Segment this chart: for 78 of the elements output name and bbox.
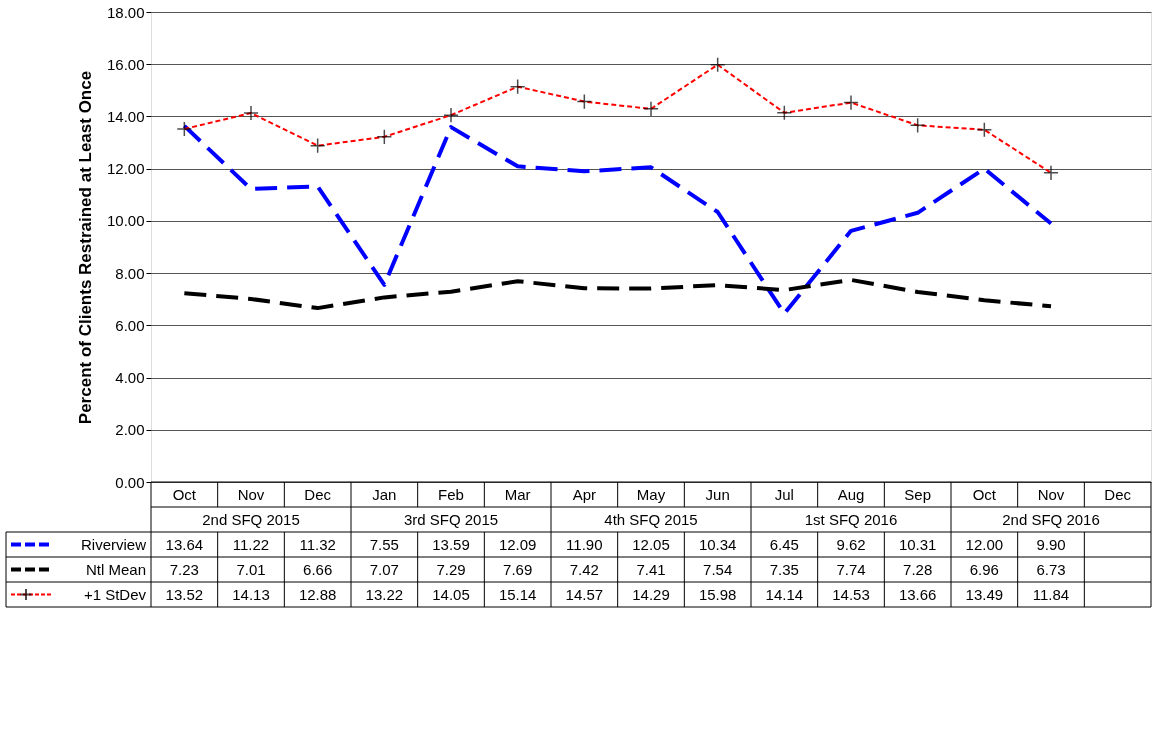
data-label: 11.84 [1032, 585, 1070, 603]
data-label: 12.05 [632, 535, 670, 553]
data-label: 7.55 [369, 535, 399, 553]
y-tick-label: 6.00 [115, 316, 145, 334]
x-tick-label: May [636, 485, 666, 503]
y-tick-label: 10.00 [106, 212, 145, 230]
x-tick-label: Oct [972, 485, 997, 503]
text: 2nd SFQ 2016 [1002, 510, 1100, 528]
y-tick-label: 14.00 [106, 107, 145, 125]
x-tick-label: Aug [837, 485, 865, 503]
y-tick-label: 2.00 [115, 421, 145, 439]
line-series [182, 277, 1053, 311]
x-tick-label: Dec [1104, 485, 1132, 503]
y-axis-title: Percent of Clients Restrained at Least Once [75, 70, 95, 425]
data-label: 14.14 [765, 585, 804, 603]
x-tick-label: Jun [705, 485, 730, 503]
data-label: 7.69 [503, 560, 533, 578]
data-label: 15.98 [698, 585, 737, 603]
data-label: 10.34 [698, 535, 737, 553]
data-label: 11.90 [566, 535, 603, 553]
data-label: 11.22 [232, 535, 270, 553]
x-tick-label: Mar [504, 485, 531, 503]
legend-label: +1 StDev [83, 585, 147, 603]
data-label: 6.73 [1036, 560, 1066, 578]
line-series [182, 123, 1053, 316]
data-label: 7.74 [836, 560, 866, 578]
x-tick-label: Oct [172, 485, 197, 503]
x-tick-label: Dec [304, 485, 332, 503]
x-tick-label: Sep [904, 485, 932, 503]
y-tick-label: 0.00 [115, 473, 145, 491]
data-label: 10.31 [898, 535, 937, 553]
data-label: 12.88 [298, 585, 337, 603]
data-label: 7.23 [169, 560, 199, 578]
data-label: 12.09 [498, 535, 537, 553]
x-tick-label: Jan [372, 485, 397, 503]
data-label: 7.41 [636, 560, 666, 578]
y-tick-label: 18.00 [106, 3, 145, 21]
x-tick-label: Nov [237, 485, 265, 503]
data-label: 6.96 [969, 560, 999, 578]
legend-label: Ntl Mean [85, 560, 146, 578]
y-tick-label: 12.00 [106, 160, 145, 178]
data-label: 7.29 [436, 560, 466, 578]
data-label: 14.13 [232, 585, 270, 603]
data-label: 13.66 [898, 585, 937, 603]
legend-label: Riverview [80, 535, 147, 553]
data-label: 9.90 [1036, 535, 1066, 553]
data-label: 14.57 [565, 585, 604, 603]
data-label: 7.35 [769, 560, 799, 578]
data-label: 14.05 [432, 585, 470, 603]
data-label: 9.62 [836, 535, 866, 553]
data-label: 13.52 [165, 585, 204, 603]
data-label: 6.66 [303, 560, 333, 578]
data-label: 12.00 [965, 535, 1004, 553]
x-tick-label: Apr [572, 485, 597, 503]
data-label: 11.32 [299, 535, 336, 553]
data-label: 7.54 [703, 560, 733, 578]
text: 3rd SFQ 2015 [403, 510, 499, 528]
text: 2nd SFQ 2015 [202, 510, 300, 528]
data-label: 7.07 [369, 560, 399, 578]
data-label: 6.45 [769, 535, 799, 553]
data-label: 13.64 [165, 535, 204, 553]
y-tick-label: 4.00 [115, 369, 145, 387]
data-label: 7.01 [236, 560, 266, 578]
x-tick-label: Feb [438, 485, 464, 503]
y-tick-label: 8.00 [115, 264, 145, 282]
text: 4th SFQ 2015 [604, 510, 698, 528]
data-label: 14.53 [832, 585, 870, 603]
data-label: 13.49 [965, 585, 1004, 603]
x-tick-label: Jul [774, 485, 794, 503]
data-label: 13.59 [432, 535, 470, 553]
text: 1st SFQ 2016 [804, 510, 898, 528]
data-label: 7.28 [903, 560, 933, 578]
y-tick-label: 16.00 [106, 55, 145, 73]
data-label: 13.22 [365, 585, 404, 603]
data-label: 7.42 [569, 560, 599, 578]
x-tick-label: Nov [1037, 485, 1065, 503]
data-label: 15.14 [498, 585, 537, 603]
data-label: 14.29 [632, 585, 670, 603]
